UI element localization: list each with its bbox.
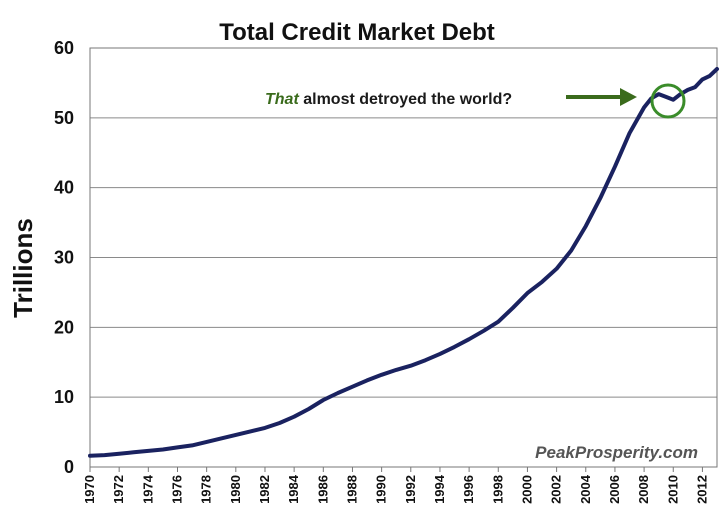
x-tick-label: 1974 [140, 474, 155, 504]
y-tick-label: 0 [64, 457, 74, 477]
x-tick-label: 1990 [374, 475, 389, 504]
x-tick-label: 1996 [461, 475, 476, 504]
y-tick-label: 40 [54, 178, 74, 198]
annotation-text: That almost detroyed the world? [265, 91, 512, 108]
y-tick-label: 30 [54, 248, 74, 268]
x-tick-label: 2000 [519, 475, 534, 504]
x-tick-label: 1998 [490, 475, 505, 504]
chart-title: Total Credit Market Debt [219, 19, 495, 46]
y-tick-label: 10 [54, 387, 74, 407]
x-axis-ticks: 1970 1972 1974 1976 1978 1980 1982 1984 1986 1988… [82, 467, 709, 504]
x-tick-label: 1970 [82, 475, 97, 504]
x-tick-label: 2002 [549, 475, 564, 504]
x-tick-label: 1988 [344, 475, 359, 504]
x-tick-label: 2012 [694, 475, 709, 504]
y-tick-label: 60 [54, 38, 74, 58]
x-tick-label: 1980 [228, 475, 243, 504]
x-tick-label: 1982 [257, 475, 272, 504]
annotation: That almost detroyed the world? [265, 83, 686, 119]
annotation-highlight-circle [650, 83, 686, 119]
y-axis-ticks: 0 10 20 30 40 50 60 [54, 38, 74, 477]
x-tick-label: 1986 [315, 475, 330, 504]
annotation-rest: almost detroyed the world? [299, 91, 512, 108]
annotation-arrowhead [620, 88, 637, 106]
annotation-emphasis: That [265, 91, 299, 108]
y-tick-label: 50 [54, 108, 74, 128]
gridlines [90, 47, 717, 468]
series-line-total-credit-market-debt [88, 67, 719, 458]
x-tick-label: 1972 [111, 475, 126, 504]
x-tick-label: 1978 [199, 475, 214, 504]
y-tick-label: 20 [54, 317, 74, 337]
x-tick-label: 1984 [286, 474, 301, 504]
x-tick-label: 1992 [403, 475, 418, 504]
x-tick-label: 2008 [636, 475, 651, 504]
y-axis-label: Trillions [8, 218, 38, 318]
x-tick-label: 2004 [578, 474, 593, 504]
source-watermark: PeakProsperity.com [535, 443, 698, 462]
x-tick-label: 2010 [665, 475, 680, 504]
x-tick-label: 1976 [169, 475, 184, 504]
plot-area [89, 47, 718, 468]
x-tick-label: 1994 [432, 474, 447, 504]
x-tick-label: 2006 [607, 475, 622, 504]
